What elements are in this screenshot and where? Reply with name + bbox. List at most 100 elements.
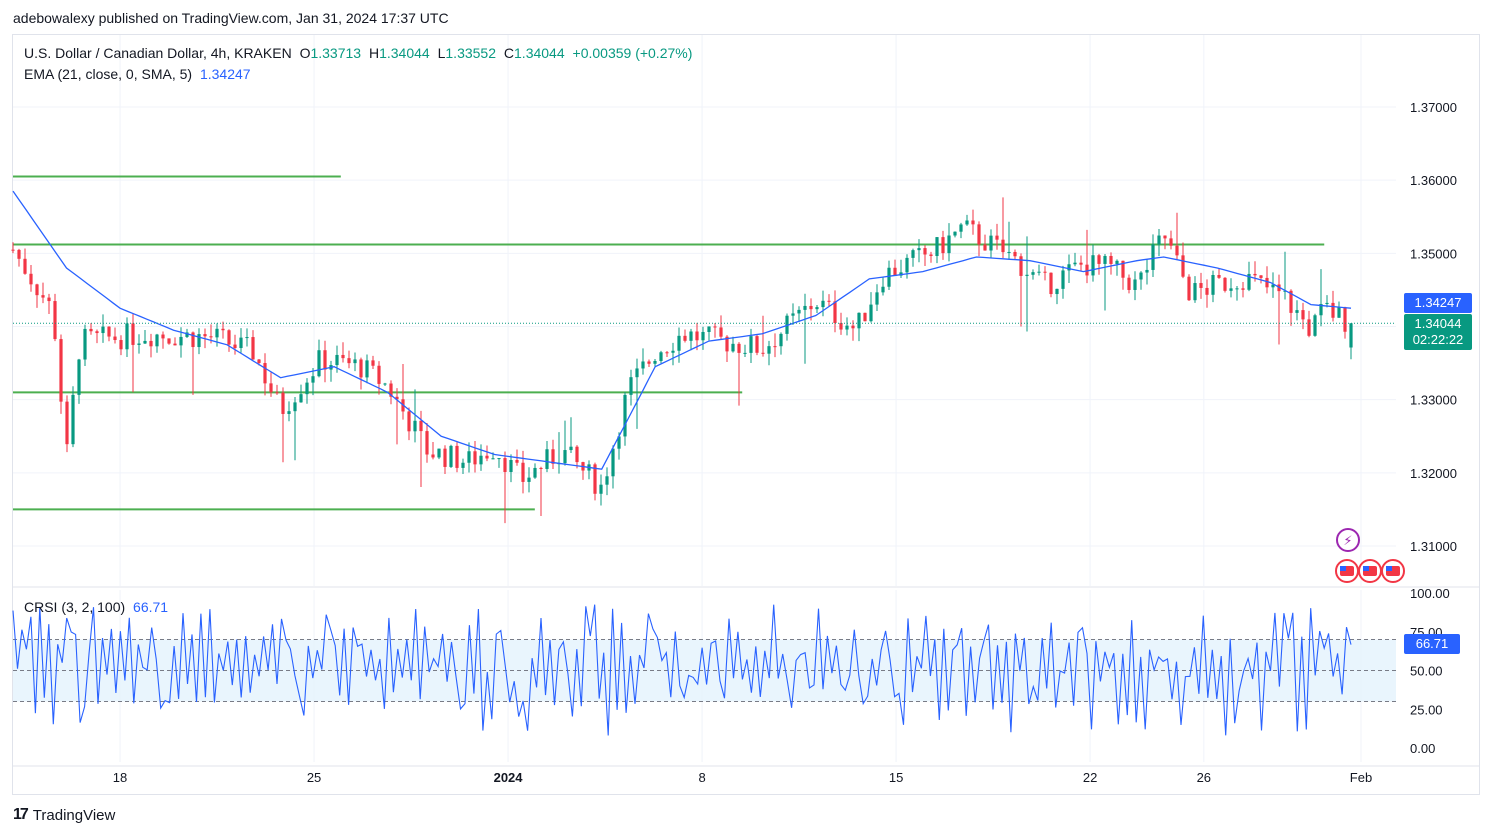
candle-body <box>1265 277 1269 288</box>
candle-body <box>1289 290 1293 313</box>
candle-body <box>1049 272 1053 295</box>
candle-body <box>29 273 33 285</box>
candle-body <box>1085 264 1089 276</box>
candle-body <box>1325 302 1329 304</box>
candle-body <box>659 352 663 361</box>
candle-body <box>803 305 807 310</box>
candle-body <box>1295 310 1299 313</box>
open-label: O <box>299 45 311 61</box>
candle-body <box>473 451 477 465</box>
candle-body <box>1163 235 1167 239</box>
candle-body <box>1097 255 1101 264</box>
candle-body <box>683 335 687 341</box>
candle-body <box>353 359 357 364</box>
candle-body <box>1259 275 1263 278</box>
candle-body <box>371 360 375 366</box>
candle-body <box>107 326 111 337</box>
candle-body <box>71 394 75 445</box>
candle-body <box>341 354 345 359</box>
candle-body <box>1181 255 1185 277</box>
time-tick-label-2: 2024 <box>494 770 524 785</box>
candle-body <box>971 220 975 225</box>
candle-body <box>935 237 939 257</box>
candle-body <box>887 267 891 287</box>
candle-body <box>845 325 849 330</box>
candle-body <box>839 323 843 330</box>
candle-body <box>869 304 873 322</box>
time-tick-label-1: 25 <box>307 770 321 785</box>
candle-body <box>947 235 951 254</box>
candles-group <box>11 197 1353 524</box>
candle-body <box>143 340 147 344</box>
candle-body <box>167 338 171 344</box>
candle-body <box>1283 290 1287 292</box>
candle-body <box>929 254 933 257</box>
candle-body <box>977 224 981 245</box>
time-tick-label-0: 18 <box>113 770 127 785</box>
candle-body <box>377 365 381 384</box>
change-value: +0.00359 (+0.27%) <box>572 45 693 61</box>
candle-body <box>653 360 657 364</box>
candle-body <box>1229 288 1233 291</box>
candle-body <box>41 295 45 298</box>
candle-body <box>953 231 957 236</box>
price-tick-label-4: 1.33000 <box>1410 393 1457 408</box>
candle-body <box>1253 273 1257 276</box>
candle-body <box>1331 302 1335 318</box>
candle-body <box>47 297 51 302</box>
candle-body <box>1007 251 1011 253</box>
candle-body <box>101 326 105 334</box>
candle-body <box>179 336 183 346</box>
candle-body <box>65 401 69 445</box>
candle-body <box>1145 269 1149 273</box>
candle-body <box>113 336 117 341</box>
candle-body <box>407 411 411 432</box>
candle-body <box>1127 277 1131 290</box>
candle-body <box>275 392 279 394</box>
candle-body <box>779 333 783 347</box>
candle-body <box>1067 264 1071 271</box>
low-value: 1.33552 <box>445 45 496 61</box>
candle-body <box>815 307 819 310</box>
candle-body <box>965 220 969 225</box>
candle-body <box>665 352 669 354</box>
price-tick-label-0: 1.37000 <box>1410 100 1457 115</box>
candle-body <box>1313 315 1317 336</box>
candle-body <box>1037 271 1041 273</box>
candle-body <box>1115 260 1119 264</box>
candle-body <box>77 359 81 395</box>
candle-body <box>1001 239 1005 253</box>
candle-body <box>269 383 273 393</box>
candle-body <box>119 340 123 350</box>
crsi-tick-label-2: 50.00 <box>1410 664 1443 679</box>
candle-body <box>1241 288 1245 290</box>
time-tick-label-6: 26 <box>1197 770 1211 785</box>
candle-body <box>605 476 609 485</box>
candle-body <box>161 334 165 339</box>
us-flag-canton-icon-2 <box>1386 566 1392 571</box>
candle-body <box>1139 272 1143 280</box>
candle-body <box>1151 244 1155 270</box>
candle-body <box>941 237 945 254</box>
last-price-tag: 1.34044 02:22:22 <box>1404 314 1472 350</box>
candle-body <box>173 343 177 346</box>
candle-body <box>617 436 621 449</box>
candle-body <box>593 464 597 494</box>
candle-body <box>335 354 339 366</box>
candle-body <box>821 300 825 308</box>
footer: 17 TradingView <box>13 806 115 824</box>
candle-body <box>731 343 735 352</box>
candle-body <box>437 448 441 458</box>
candle-body <box>185 332 189 337</box>
candle-body <box>1349 323 1353 348</box>
candle-body <box>1025 274 1029 276</box>
candle-body <box>419 420 423 432</box>
candle-body <box>467 451 471 463</box>
candle-body <box>1301 310 1305 320</box>
candle-body <box>383 383 387 385</box>
candle-body <box>743 352 747 354</box>
ema-label: EMA (21, close, 0, SMA, 5) <box>24 66 193 82</box>
lightning-glyph-icon: ⚡ <box>1343 533 1352 548</box>
candle-body <box>761 352 765 354</box>
